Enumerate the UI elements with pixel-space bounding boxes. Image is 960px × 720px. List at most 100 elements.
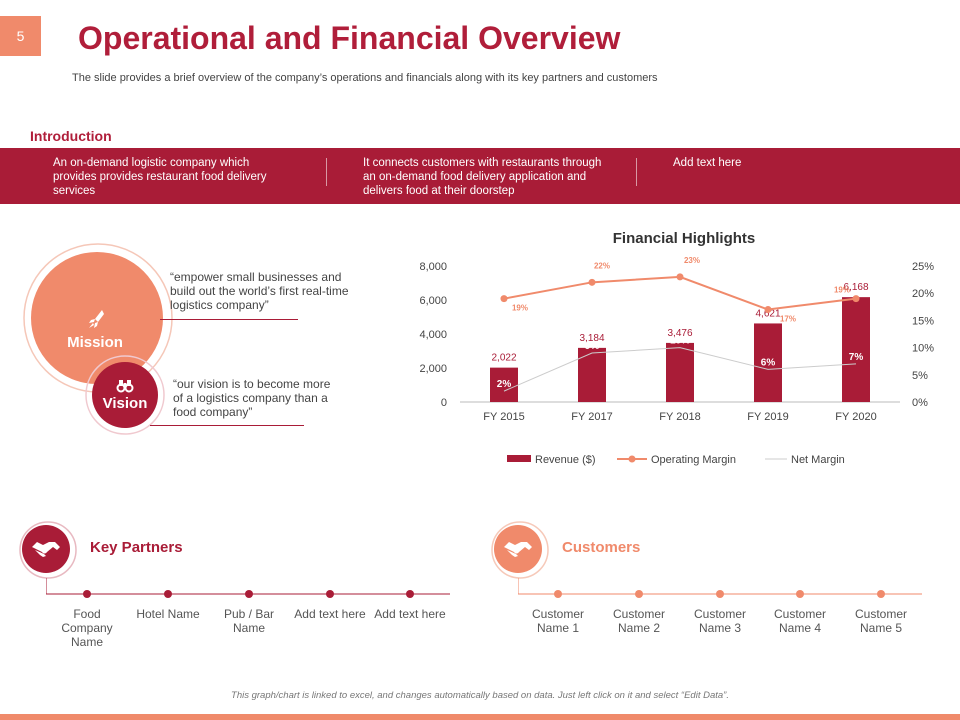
left-axis-tick-label: 8,000 (419, 261, 447, 273)
net-margin-data-label: 10% (670, 336, 690, 347)
revenue-bar (490, 367, 518, 402)
introduction-band (0, 148, 960, 204)
legend-revenue-swatch (507, 455, 531, 462)
customers-title: Customers (562, 539, 641, 556)
intro-divider (326, 158, 327, 186)
x-axis-category-label: FY 2019 (747, 411, 788, 423)
customer-item-dot (716, 590, 724, 598)
revenue-bar (578, 347, 606, 402)
x-axis-category-label: FY 2015 (483, 411, 524, 423)
right-axis-tick-label: 5% (912, 370, 928, 382)
mission-vision-graphic (0, 240, 330, 440)
customers-badge (490, 520, 550, 580)
net-margin-line (503, 347, 857, 392)
operating-margin-point (500, 295, 508, 303)
x-axis-category-label: FY 2020 (835, 411, 876, 423)
vision-quote: “our vision is to become more of a logis… (173, 377, 331, 419)
key-partners-title: Key Partners (90, 539, 183, 556)
chart-svg[interactable]: Financial Highlights 0 2,000 4,000 6,000 8,00… (395, 222, 960, 480)
net-margin-data-label: 7% (849, 352, 864, 363)
legend-revenue-label: Revenue ($) (535, 454, 596, 466)
customer-item-dot (635, 590, 643, 598)
key-partner-item-label: Food Company Name (61, 607, 113, 649)
vision-circle (92, 362, 158, 428)
legend-operating-margin-label: Operating Margin (651, 454, 736, 466)
vision-underline (150, 425, 304, 426)
customers-timeline (517, 576, 924, 596)
binoculars-icon (116, 380, 134, 393)
revenue-data-label: 3,184 (579, 333, 604, 344)
mission-underline (160, 319, 298, 320)
intro-text-3: Add text here (673, 157, 742, 169)
net-margin-data-label: 9% (585, 341, 600, 352)
left-axis-tick-label: 4,000 (419, 329, 447, 341)
right-axis-tick-label: 0% (912, 397, 928, 409)
net-margin-data-label: 6% (761, 357, 776, 368)
customer-item-dot (554, 590, 562, 598)
operating-margin-data-label: 19% (834, 286, 850, 295)
revenue-bar (754, 323, 782, 402)
revenue-data-label: 6,168 (843, 282, 868, 293)
right-axis-tick-label: 20% (912, 288, 934, 300)
operating-margin-point (588, 278, 596, 286)
intro-divider (636, 158, 637, 186)
key-partner-item-dot (245, 590, 253, 598)
operating-margin-point (852, 295, 860, 303)
intro-text-1: An on-demand logistic company which prov… (53, 157, 267, 197)
customer-item-dot (877, 590, 885, 598)
operating-margin-data-label: 23% (684, 256, 700, 265)
key-partner-item-dot (83, 590, 91, 598)
operating-margin-point (764, 306, 772, 314)
operating-margin-data-label: 19% (512, 304, 528, 313)
mission-label: Mission (67, 334, 123, 351)
key-partner-item-label: Hotel Name (136, 607, 200, 621)
operating-margin-data-label: 17% (780, 315, 796, 324)
revenue-bar (842, 297, 870, 402)
key-partner-item-label: Add text here (374, 607, 446, 621)
revenue-data-label: 2,022 (491, 353, 516, 364)
operating-margin-data-label: 22% (594, 261, 610, 270)
legend-net-margin-label: Net Margin (791, 454, 845, 466)
x-axis-category-label: FY 2018 (659, 411, 700, 423)
bottom-accent-bar (0, 714, 960, 720)
page-title: Operational and Financial Overview (78, 20, 621, 56)
page-number: 5 (0, 16, 41, 56)
revenue-data-label: 3,476 (667, 328, 692, 339)
customer-item-label: Customer Name 5 (854, 607, 907, 635)
legend-operating-margin-marker (628, 455, 636, 463)
x-axis-category-label: FY 2017 (571, 411, 612, 423)
handshake-icon (32, 542, 60, 557)
page-subtitle: The slide provides a brief overview of t… (72, 72, 658, 84)
key-partner-item-dot (326, 590, 334, 598)
customer-item-label: Customer Name 2 (612, 607, 665, 635)
left-axis-tick-label: 0 (441, 397, 447, 409)
right-axis-tick-label: 15% (912, 315, 934, 327)
operating-margin-point (676, 273, 684, 281)
key-partner-item-dot (164, 590, 172, 598)
financial-highlights-chart[interactable]: Financial Highlights 0 2,000 4,000 6,000 8,00… (395, 222, 960, 480)
key-partners-badge (18, 520, 78, 580)
left-axis-tick-label: 2,000 (419, 363, 447, 375)
right-axis-tick-label: 25% (912, 261, 934, 273)
customer-item-label: Customer Name 3 (693, 607, 746, 635)
operating-margin-line (503, 275, 857, 311)
revenue-bar (666, 342, 694, 402)
intro-text-2: It connects customers with restaurants t… (363, 157, 602, 197)
mission-vision-shapes (23, 243, 173, 435)
revenue-data-label: 4,621 (755, 308, 780, 319)
right-axis-tick-label: 10% (912, 343, 934, 355)
handshake-icon (504, 542, 532, 557)
left-axis-tick-label: 6,000 (419, 295, 447, 307)
net-margin-data-label: 2% (497, 379, 512, 390)
chart-title: Financial Highlights (613, 230, 756, 247)
rocket-icon (89, 310, 104, 328)
key-partner-item-dot (406, 590, 414, 598)
footnote: This graph/chart is linked to excel, and… (231, 690, 729, 701)
customer-item-label: Customer Name 4 (773, 607, 826, 635)
vision-label: Vision (102, 395, 148, 412)
vision-outline-ring (85, 355, 165, 435)
key-partner-item-label: Add text here (294, 607, 366, 621)
customer-item-dot (796, 590, 804, 598)
key-partners-timeline (45, 576, 452, 596)
introduction-heading: Introduction (30, 128, 112, 144)
